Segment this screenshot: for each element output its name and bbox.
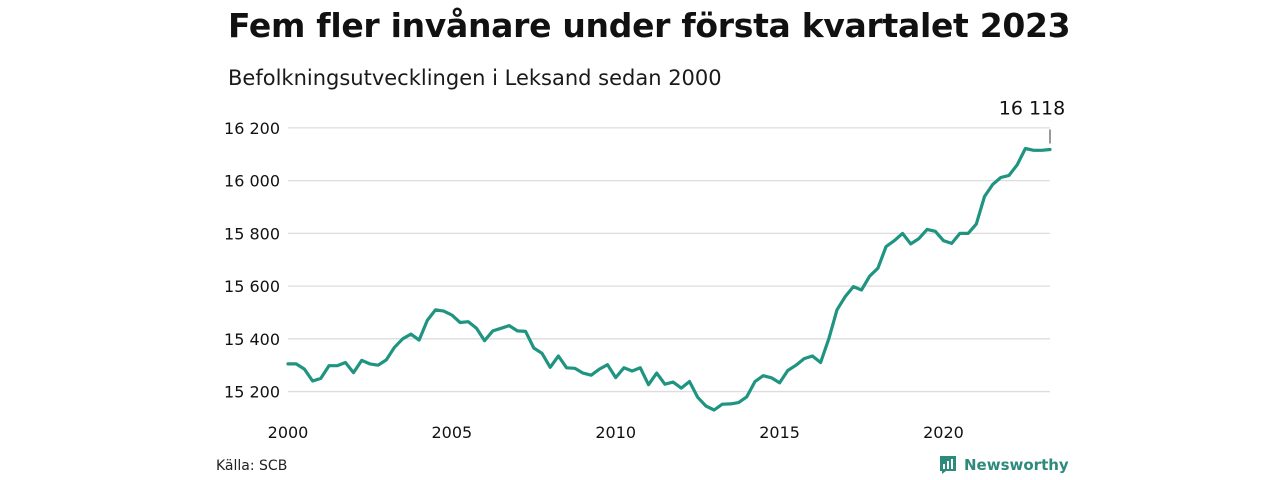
series-line xyxy=(286,146,1052,412)
x-tick-label: 2000 xyxy=(268,423,309,442)
y-tick-label: 16 200 xyxy=(224,119,280,138)
brand-logo: Newsworthy xyxy=(938,455,1069,475)
x-tick-label: 2015 xyxy=(759,423,800,442)
x-tick-label: 2010 xyxy=(595,423,636,442)
gridlines xyxy=(288,127,1050,393)
series-layer xyxy=(286,146,1052,412)
y-tick-label: 15 200 xyxy=(224,383,280,402)
newsworthy-logo-icon xyxy=(940,456,956,474)
chart-title: Fem fler invånare under första kvartalet… xyxy=(228,6,1071,45)
brand-name: Newsworthy xyxy=(964,456,1069,474)
source-note: Källa: SCB xyxy=(216,458,288,474)
x-tick-label: 2020 xyxy=(923,423,964,442)
y-tick-label: 16 000 xyxy=(224,172,280,191)
chart-subtitle: Befolkningsutvecklingen i Leksand sedan … xyxy=(228,66,722,90)
y-tick-label: 15 600 xyxy=(224,277,280,296)
axis-labels: 15 200 15 400 15 600 15 800 16 000 16 200 2000… xyxy=(224,119,964,442)
end-value-label: 16 118 xyxy=(999,98,1065,120)
x-tick-label: 2005 xyxy=(432,423,473,442)
y-tick-label: 15 800 xyxy=(224,224,280,243)
y-tick-label: 15 400 xyxy=(224,330,280,349)
annotation-layer: 16 118 xyxy=(999,98,1065,144)
